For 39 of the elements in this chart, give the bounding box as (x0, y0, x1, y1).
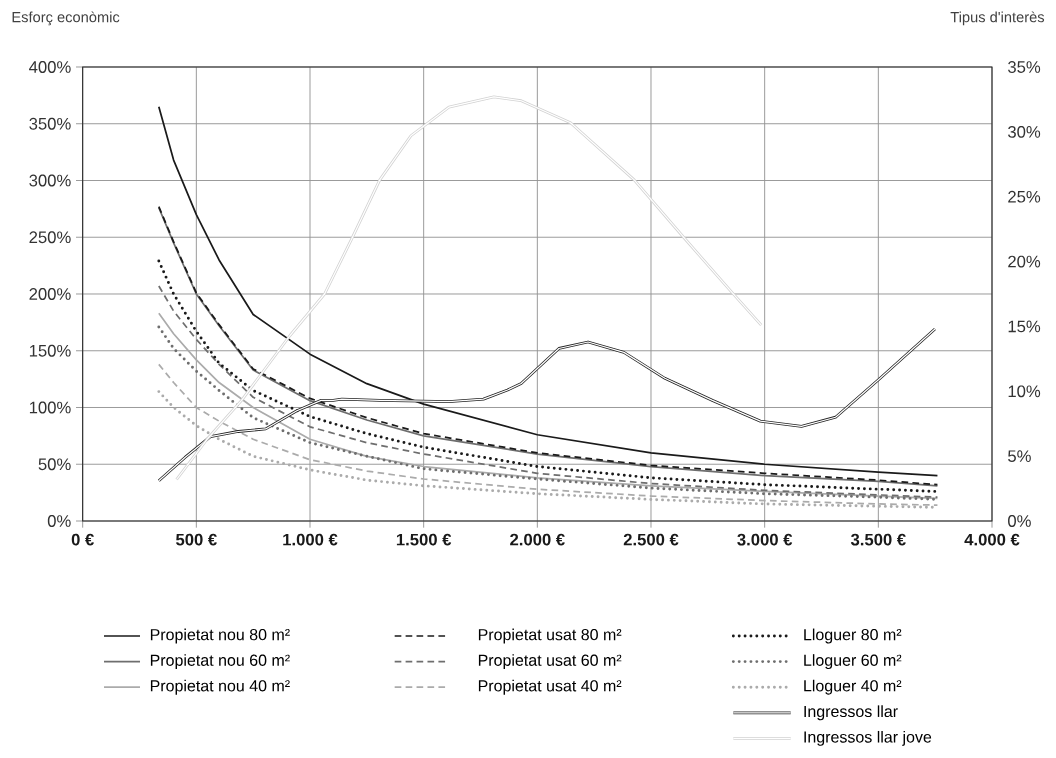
y-tick-label: 200% (29, 288, 71, 300)
x-tick-label: 2.000 € (510, 533, 565, 546)
legend-label: Propietat usat 40 m² (478, 679, 622, 695)
x-tick-label: 1.000 € (283, 533, 338, 546)
x-tick-label: 3.000 € (737, 533, 793, 546)
y2-tick-label: 20% (1008, 255, 1041, 268)
y-tick-label: 300% (29, 174, 71, 187)
y-tick-label: 50% (38, 458, 71, 471)
x-tick-label: 3.500 € (850, 533, 906, 546)
y-axis-title: Esforç econòmic (12, 11, 120, 26)
x-tick-label: 0 € (71, 533, 94, 546)
y2-tick-label: 30% (1008, 125, 1041, 138)
y2-axis-title: Tipus d'interès (950, 11, 1045, 26)
legend-label: Propietat usat 60 m² (478, 654, 622, 670)
x-tick-label: 500 € (176, 533, 217, 546)
y2-tick-label: 10% (1008, 385, 1041, 398)
legend-label: Lloguer 60 m² (804, 654, 902, 670)
x-tick-label: 1.500 € (396, 533, 452, 546)
y-tick-label: 350% (29, 117, 71, 130)
y-tick-label: 400% (29, 61, 71, 73)
y2-tick-label: 15% (1008, 320, 1041, 333)
legend-label: Propietat nou 80 m² (150, 628, 290, 644)
y2-tick-label: 5% (1008, 450, 1031, 463)
legend-label: Propietat nou 40 m² (150, 679, 290, 695)
y-tick-label: 150% (29, 344, 71, 357)
legend-label: Ingressos llar (804, 705, 898, 721)
y2-tick-label: 35% (1008, 61, 1041, 73)
y2-tick-label: 0% (1008, 515, 1031, 527)
y-tick-label: 250% (29, 231, 71, 244)
x-tick-label: 2.500 € (623, 533, 679, 546)
y-tick-label: 0% (47, 515, 71, 527)
legend-label: Propietat usat 80 m² (478, 628, 622, 644)
legend-label: Lloguer 40 m² (804, 679, 902, 695)
legend-label: Lloguer 80 m² (804, 628, 902, 644)
x-tick-label: 4.000 € (964, 533, 1020, 546)
y-tick-label: 100% (29, 401, 71, 414)
legend-label: Propietat nou 60 m² (150, 654, 290, 670)
y2-tick-label: 25% (1008, 190, 1041, 203)
legend-label: Ingressos llar jove (804, 730, 932, 746)
